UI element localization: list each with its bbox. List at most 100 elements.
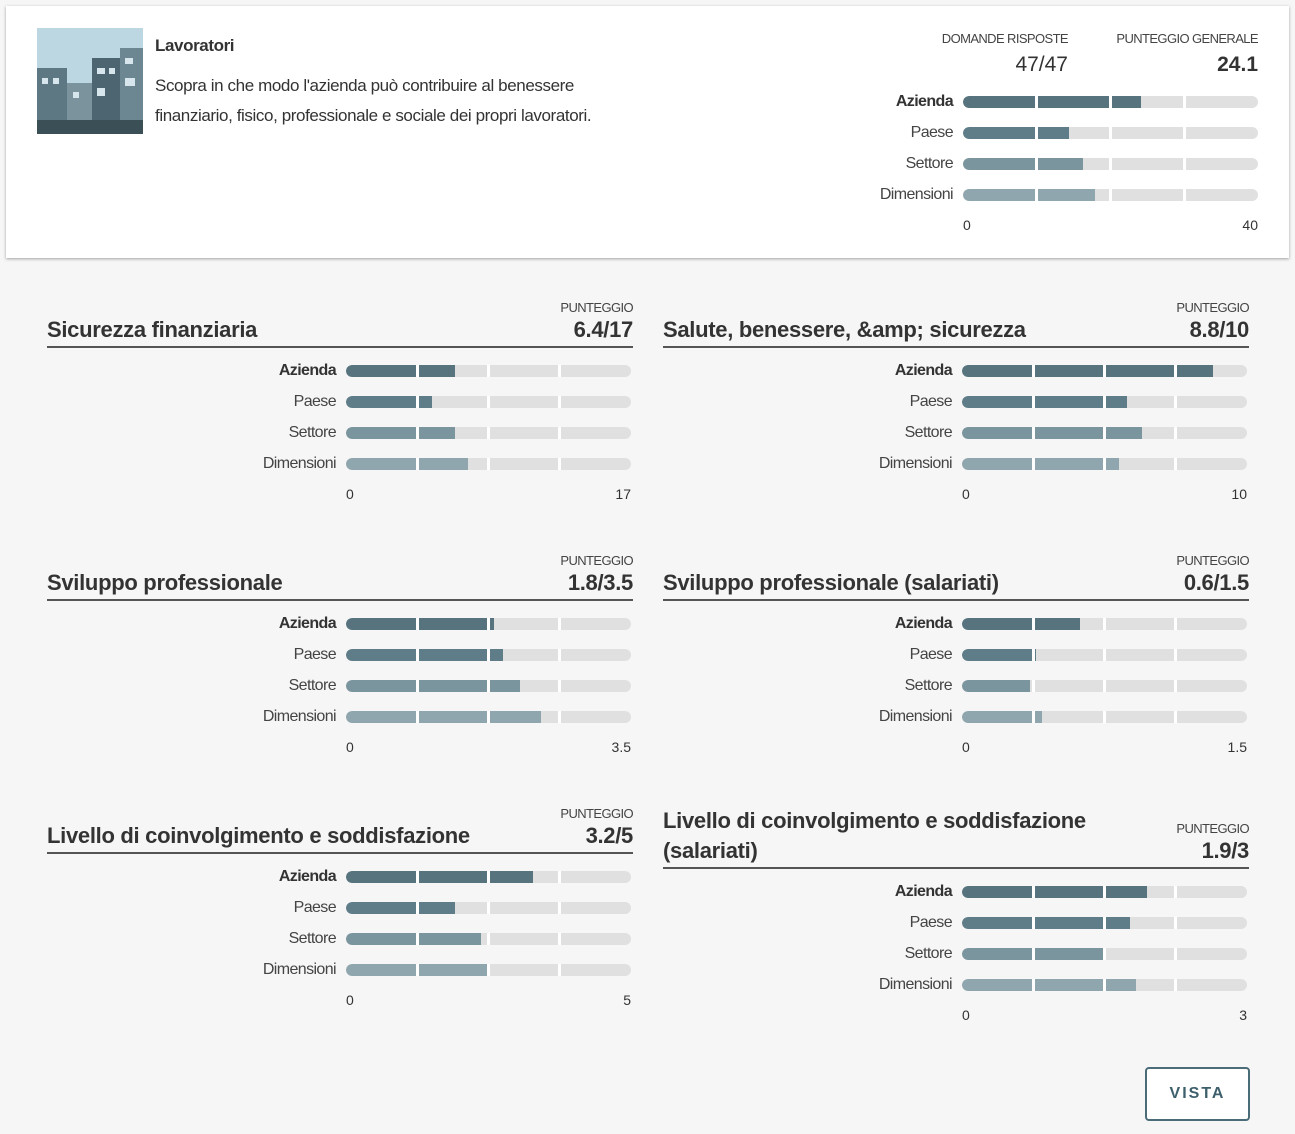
axis-min-label: 0: [346, 739, 489, 755]
bar-track: [962, 649, 1247, 661]
bar: [346, 458, 468, 470]
score-label: PUNTEGGIO: [560, 553, 633, 568]
bar: [346, 649, 503, 661]
row-label: Dimensioni: [47, 708, 346, 726]
bar-divider: [1032, 979, 1035, 991]
score-label: PUNTEGGIO: [560, 300, 633, 315]
bar-divider: [1032, 948, 1035, 960]
bar-row: Azienda: [47, 861, 633, 892]
axis: 010: [663, 479, 1249, 509]
bar-divider: [1103, 917, 1106, 929]
bar-divider: [1174, 427, 1177, 439]
row-label: Dimensioni: [866, 186, 963, 204]
row-label: Paese: [663, 393, 962, 411]
bar-divider: [1174, 649, 1177, 661]
bar-divider: [487, 933, 490, 945]
bar-row: Dimensioni: [866, 179, 1258, 210]
bar-track: [346, 711, 631, 723]
bar-row: Azienda: [866, 86, 1258, 117]
stat-value: 24.1: [1076, 53, 1258, 77]
score-section: Livello di coinvolgimento e soddisfazion…: [663, 806, 1249, 1030]
bar-divider: [558, 871, 561, 883]
bar: [963, 158, 1083, 170]
bar-divider: [1109, 96, 1112, 108]
bar-divider: [487, 427, 490, 439]
score-label: PUNTEGGIO: [1176, 821, 1249, 836]
row-label: Paese: [47, 393, 346, 411]
bar-divider: [558, 396, 561, 408]
bar-divider: [487, 711, 490, 723]
bar-track: [962, 427, 1247, 439]
bar-divider: [1103, 711, 1106, 723]
bar-row: Paese: [663, 907, 1249, 938]
bar-row: Paese: [866, 117, 1258, 148]
bar: [346, 427, 455, 439]
score-block: PUNTEGGIO1.8/3.5: [560, 553, 633, 598]
bar-divider: [487, 396, 490, 408]
bar-row: Azienda: [47, 355, 633, 386]
bar-divider: [487, 458, 490, 470]
bar-divider: [1103, 365, 1106, 377]
bar-divider: [487, 680, 490, 692]
row-label: Azienda: [663, 362, 962, 380]
bar-divider: [1103, 886, 1106, 898]
bar-divider: [1103, 680, 1106, 692]
row-label: Settore: [47, 424, 346, 442]
view-button[interactable]: VISTA: [1145, 1067, 1250, 1121]
bar-track: [962, 396, 1247, 408]
bar-track: [963, 127, 1258, 139]
score-block: PUNTEGGIO8.8/10: [1176, 300, 1249, 345]
bar-track: [962, 618, 1247, 630]
bar-track: [346, 396, 631, 408]
bar-row: Settore: [47, 670, 633, 701]
illustration: [37, 28, 143, 134]
bar-divider: [487, 964, 490, 976]
bar: [346, 711, 541, 723]
axis-max-label: 1.5: [1105, 739, 1248, 755]
bar-row: Paese: [47, 892, 633, 923]
bar-divider: [1032, 365, 1035, 377]
bar-divider: [416, 365, 419, 377]
section-chart: AziendaPaeseSettoreDimensioni01.5: [663, 608, 1249, 762]
score-block: PUNTEGGIO1.9/3: [1176, 821, 1249, 866]
axis-min-label: 0: [963, 217, 1111, 233]
row-label: Paese: [47, 899, 346, 917]
row-label: Dimensioni: [47, 961, 346, 979]
bar-divider: [1035, 127, 1038, 139]
bar-row: Dimensioni: [663, 701, 1249, 732]
bar-divider: [1174, 365, 1177, 377]
bar-track: [346, 649, 631, 661]
bar-divider: [416, 964, 419, 976]
bar-track: [346, 427, 631, 439]
bar: [346, 680, 520, 692]
bar-divider: [416, 711, 419, 723]
bar-row: Azienda: [663, 355, 1249, 386]
section-header: Salute, benessere, &amp; sicurezzaPUNTEG…: [663, 300, 1249, 348]
bar-row: Paese: [663, 386, 1249, 417]
row-label: Paese: [663, 914, 962, 932]
bar-divider: [416, 427, 419, 439]
row-label: Paese: [47, 646, 346, 664]
bar-divider: [558, 427, 561, 439]
bar-track: [962, 948, 1247, 960]
bar-divider: [1103, 948, 1106, 960]
axis-min-label: 0: [346, 486, 489, 502]
row-label: Paese: [866, 124, 963, 142]
bar-divider: [416, 871, 419, 883]
bar-divider: [1032, 886, 1035, 898]
bar-divider: [1174, 458, 1177, 470]
bar-divider: [558, 365, 561, 377]
bar-divider: [1103, 618, 1106, 630]
axis-max-label: 5: [489, 992, 632, 1008]
bar: [962, 649, 1036, 661]
bar-divider: [1032, 711, 1035, 723]
bar-divider: [416, 933, 419, 945]
bar-track: [346, 871, 631, 883]
bar-divider: [1032, 917, 1035, 929]
